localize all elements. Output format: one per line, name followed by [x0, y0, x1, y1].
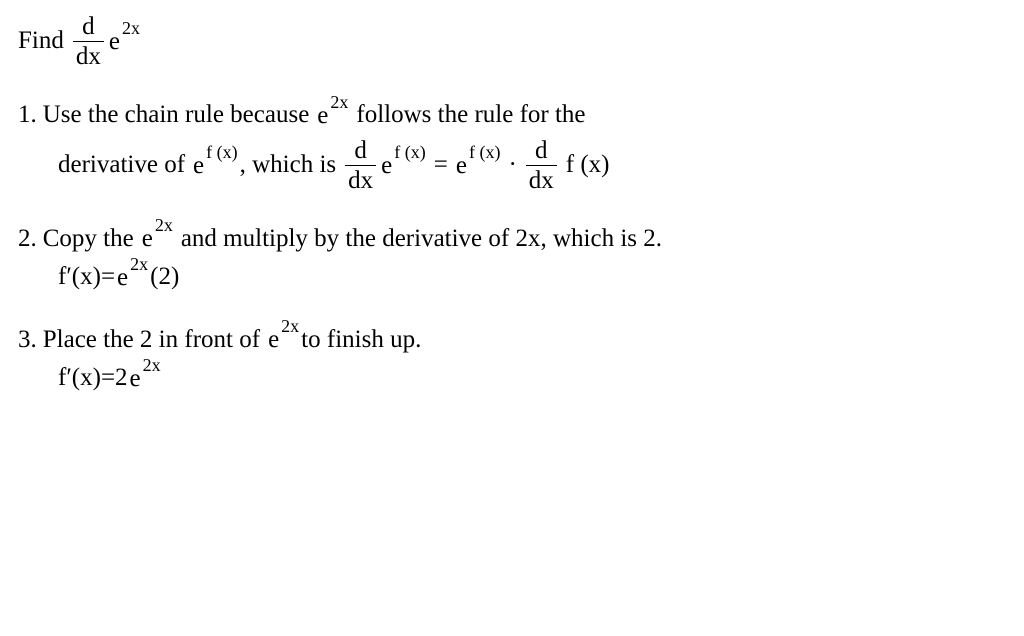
step-number: 2. [18, 223, 37, 256]
ddx-num: d [351, 138, 370, 165]
fprime-lhs: f′(x)= [58, 261, 115, 294]
paren-2: (2) [150, 261, 179, 294]
ddx-den: dx [73, 41, 104, 69]
prompt-label: Find [18, 25, 64, 58]
step-1-text-3: derivative of [58, 149, 185, 182]
step-1-text-1: Use the chain rule because [43, 99, 310, 132]
step-1-line-2: derivative of e f (x) , which is d dx e … [18, 138, 1006, 193]
step-3-text-1: Place the 2 in front of [43, 324, 260, 357]
e-base: e [456, 153, 467, 178]
e-fx: e f (x) [193, 153, 238, 178]
step-3-text-2: to finish up. [301, 324, 421, 357]
e-2x: e 2x [130, 366, 161, 391]
step-3-line-1: 3. Place the 2 in front of e 2x to finis… [18, 324, 1006, 357]
ddx-fraction: d dx [345, 138, 376, 193]
e-base: e [117, 265, 128, 290]
e-base: e [317, 103, 328, 128]
step-1-line-1: 1. Use the chain rule because e 2x follo… [18, 99, 1006, 132]
e-2x: e 2x [109, 29, 140, 54]
ddx-fraction: d dx [73, 14, 104, 69]
e-2x: e 2x [117, 265, 148, 290]
e-2x: e 2x [142, 226, 173, 251]
step-3-result: f′(x)=2 e 2x [18, 362, 1006, 395]
prompt-row: Find d dx e 2x [18, 14, 1006, 69]
step-number: 3. [18, 324, 37, 357]
e-base: e [142, 226, 153, 251]
prompt-block: Find d dx e 2x [18, 14, 1006, 69]
equals-sign: = [434, 149, 448, 182]
e-base: e [381, 153, 392, 178]
e-exp: 2x [130, 255, 148, 273]
ddx-num: d [79, 14, 98, 41]
e-exp: 2x [122, 19, 140, 37]
multiply-dot: · [508, 149, 516, 182]
e-exp: 2x [155, 216, 173, 234]
ddx-fraction: d dx [526, 138, 557, 193]
e-fx: e f (x) [381, 153, 426, 178]
e-exp: f (x) [206, 143, 237, 161]
step-1-text-4: , which is [240, 149, 337, 182]
e-base: e [130, 366, 141, 391]
e-fx: e f (x) [456, 153, 501, 178]
step-2-text-1: Copy the [43, 223, 134, 256]
step-2-line-1: 2. Copy the e 2x and multiply by the der… [18, 223, 1006, 256]
e-exp: f (x) [394, 143, 425, 161]
e-2x: e 2x [317, 103, 348, 128]
fprime-lhs: f′(x)=2 [58, 362, 128, 395]
ddx-den: dx [526, 165, 557, 193]
step-number: 1. [18, 99, 37, 132]
e-2x: e 2x [268, 327, 299, 352]
step-3: 3. Place the 2 in front of e 2x to finis… [18, 324, 1006, 395]
fx-text: f (x) [566, 149, 610, 182]
ddx-num: d [532, 138, 551, 165]
math-worked-example: Find d dx e 2x 1. Use the chain rule bec… [0, 0, 1024, 413]
step-1: 1. Use the chain rule because e 2x follo… [18, 99, 1006, 193]
e-exp: 2x [143, 356, 161, 374]
e-base: e [109, 29, 120, 54]
e-exp: 2x [281, 317, 299, 335]
step-2: 2. Copy the e 2x and multiply by the der… [18, 223, 1006, 294]
step-2-text-2: and multiply by the derivative of 2x, wh… [181, 223, 662, 256]
e-base: e [193, 153, 204, 178]
step-1-text-2: follows the rule for the [356, 99, 585, 132]
e-exp: f (x) [469, 143, 500, 161]
step-2-result: f′(x)= e 2x (2) [18, 261, 1006, 294]
e-exp: 2x [330, 93, 348, 111]
e-base: e [268, 327, 279, 352]
ddx-den: dx [345, 165, 376, 193]
